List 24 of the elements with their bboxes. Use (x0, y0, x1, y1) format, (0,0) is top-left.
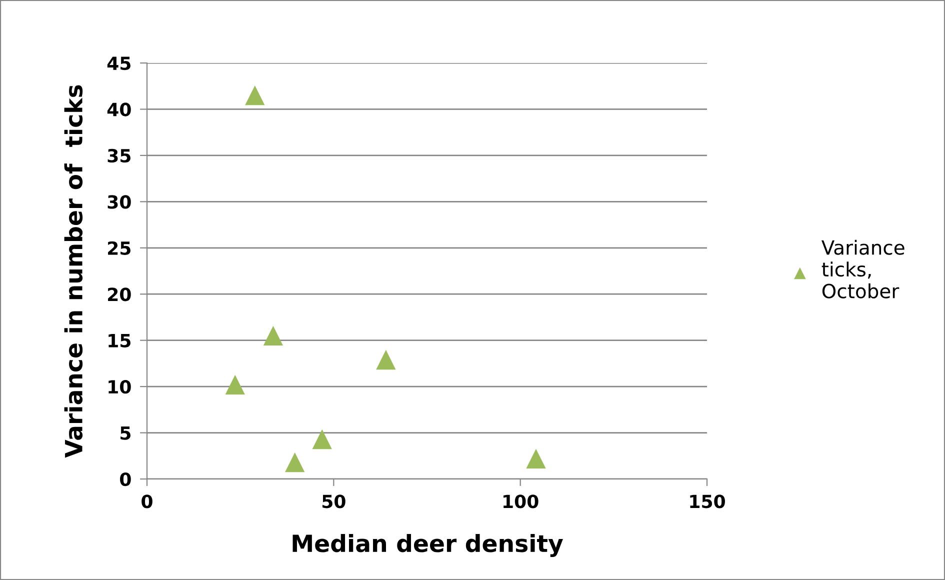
point (376, 350, 396, 370)
y-tick-label: 15 (108, 334, 130, 348)
y-tick-label: 40 (107, 102, 131, 116)
y-tick-label: 0 (120, 472, 131, 486)
x-tick-label: 0 (142, 494, 152, 508)
y-tick-label: 25 (108, 241, 130, 256)
legend-label: Variance ticks, October (821, 240, 904, 298)
y-tick-label: 5 (120, 426, 130, 440)
y-tick-label: 10 (108, 380, 131, 394)
point (245, 86, 265, 106)
point (312, 429, 332, 450)
x-tick-label: 150 (690, 494, 725, 508)
point (285, 452, 305, 472)
point (263, 326, 284, 346)
y-tick-label: 35 (108, 148, 130, 163)
x-axis-title: Median deer density (292, 534, 563, 558)
x-tick-label: 50 (322, 494, 346, 508)
y-tick-label: 45 (107, 56, 130, 70)
y-tick-label: 30 (108, 195, 131, 209)
y-axis-title: Variance in number of ticks (64, 85, 83, 458)
point (526, 448, 546, 468)
y-tick-label: 20 (108, 288, 131, 302)
point (225, 374, 245, 395)
x-tick-label: 100 (504, 494, 538, 508)
